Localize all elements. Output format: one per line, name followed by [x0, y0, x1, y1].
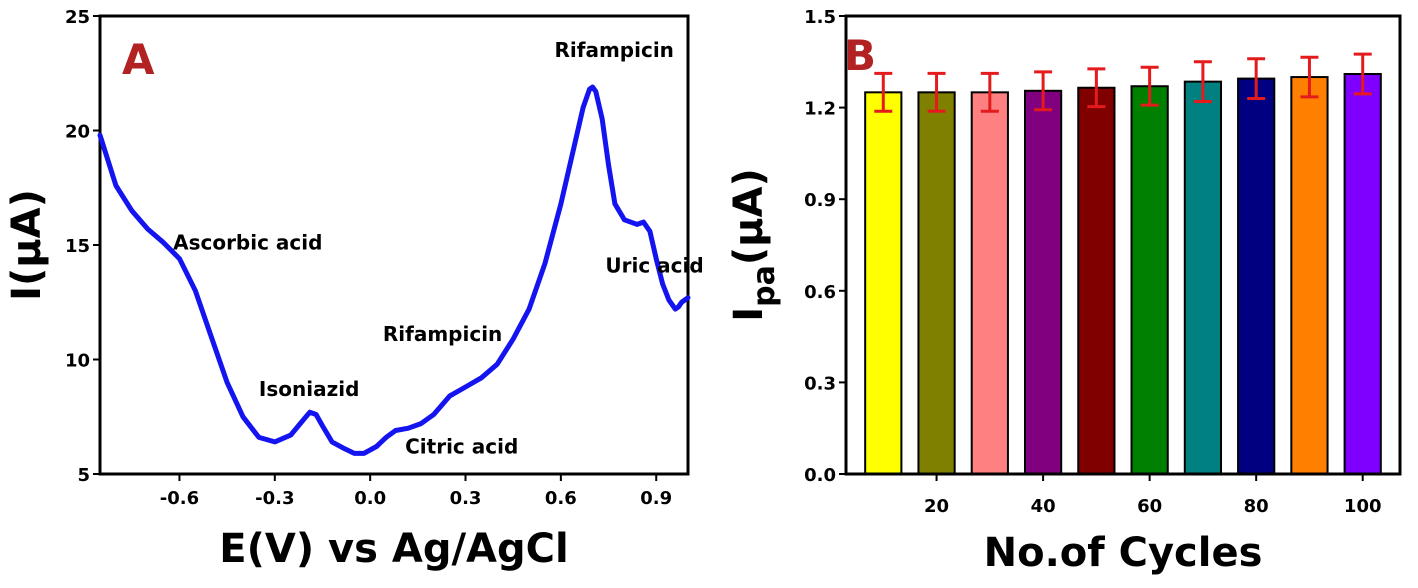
panel-b-xtick-label: 100 — [1344, 496, 1382, 517]
panel-b-error-bar — [1247, 57, 1266, 100]
panel-a-ytick-label: 15 — [65, 236, 90, 257]
panel-a-ylabel: I(μA) — [4, 189, 50, 301]
panel-b-error-bar — [1193, 60, 1212, 103]
panel-b-xtick-label: 40 — [1031, 496, 1056, 517]
panel-b-ylabel-sub: pa — [747, 265, 782, 307]
panel-a-xtick-label: -0.6 — [160, 488, 199, 509]
panel-b-error-bar — [1300, 55, 1319, 99]
panel-b-xlabel: No.of Cycles — [984, 530, 1263, 576]
panel-a-ytick-label: 25 — [65, 7, 90, 28]
panel-b-bar — [1237, 77, 1276, 476]
panel-b-error-bar — [1034, 70, 1053, 112]
panel-a-annotation: Rifampicin — [383, 322, 502, 346]
panel-a-xtick-label: 0.3 — [450, 488, 482, 509]
panel-b-xtick-label: 20 — [924, 496, 949, 517]
panel-a-xtick-label: 0.6 — [545, 488, 577, 509]
panel-b-bar — [864, 91, 903, 475]
panel-b-ytick-label: 1.2 — [804, 99, 836, 120]
panel-a-annotation: Citric acid — [405, 434, 518, 458]
panel-b-ytick-label: 0.0 — [804, 465, 836, 486]
panel-b-error-bar — [874, 71, 893, 113]
panel-b-xtick-label: 80 — [1244, 496, 1269, 517]
panel-b-ytick-label: 1.5 — [804, 7, 836, 28]
panel-b-bar — [1130, 85, 1169, 476]
panel-a-annotation: Isoniazid — [259, 377, 360, 401]
panel-a-annotation: Uric acid — [605, 253, 703, 277]
panel-b-ylabel-main: I — [726, 307, 772, 322]
panel-b-ylabel-unit: (μA) — [726, 168, 772, 265]
panel-b-frame — [844, 14, 1402, 476]
panel-b-bar — [1077, 86, 1116, 476]
panel-b-ytick-label: 0.3 — [804, 373, 836, 394]
panel-a: -0.6 -0.3 0.0 0.3 0.6 0.9 5 10 15 20 25 Ascorbic ac… — [4, 7, 704, 572]
panel-b-error-bar — [927, 71, 946, 113]
panel-b-bar — [1343, 73, 1382, 475]
panel-a-xtick-label: 0.0 — [354, 488, 386, 509]
panel-b-error-bar — [1140, 65, 1159, 107]
panel-b-bar — [917, 91, 956, 475]
panel-b-ytick-label: 0.6 — [804, 282, 836, 303]
panel-b-bar — [1183, 80, 1223, 475]
panel-b-xtick-label: 60 — [1137, 496, 1162, 517]
panel-b-bar — [970, 91, 1009, 475]
panel-b-error-bar — [1087, 67, 1106, 109]
panel-b-ytick-label: 0.9 — [804, 190, 836, 211]
panel-b-label: B — [844, 31, 876, 80]
panel-b-bar — [1023, 89, 1063, 475]
panel-a-xlabel: E(V) vs Ag/AgCl — [219, 526, 568, 572]
panel-a-xtick-label: 0.9 — [640, 488, 672, 509]
panel-a-annotation: Ascorbic acid — [173, 231, 322, 255]
panel-a-annotation: Rifampicin — [555, 38, 674, 62]
panel-a-ytick-label: 20 — [65, 122, 90, 143]
panel-b-error-bar — [1353, 52, 1372, 96]
panel-b: 20 40 60 80 100 0.0 0.3 0.6 0.9 1.2 1.5 B No.of Cycl… — [726, 7, 1402, 576]
panel-a-series-line — [97, 84, 691, 456]
panel-b-ylabel: Ipa(μA) — [726, 168, 782, 322]
panel-b-bar — [1290, 76, 1329, 475]
panel-a-ytick-label: 5 — [77, 465, 90, 486]
panel-b-error-bar — [980, 71, 999, 113]
panel-a-ytick-label: 10 — [65, 351, 90, 372]
panel-a-xtick-label: -0.3 — [255, 488, 294, 509]
panel-a-label: A — [122, 35, 155, 84]
